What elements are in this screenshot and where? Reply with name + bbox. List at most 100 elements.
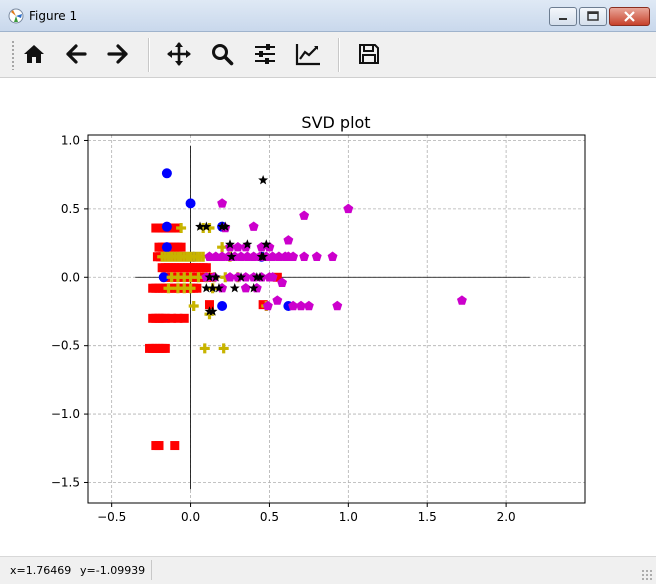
x-axis-ticks: −0.5 0.0 0.5 1.0 1.5 2.0 bbox=[97, 503, 516, 524]
magenta-pentagon-point bbox=[273, 251, 284, 261]
yellow-plus-point bbox=[217, 242, 228, 253]
line-chart-icon bbox=[295, 44, 320, 66]
magenta-pentagon-point bbox=[303, 300, 314, 311]
black-star-point bbox=[207, 306, 218, 316]
yellow-plus-point bbox=[185, 283, 196, 294]
resize-grip[interactable] bbox=[641, 569, 653, 581]
arrow-right-icon bbox=[107, 44, 128, 64]
red-square-point bbox=[170, 441, 180, 451]
magenta-pentagon-point bbox=[267, 251, 278, 261]
magenta-pentagon-point bbox=[272, 295, 283, 305]
black-star-point bbox=[207, 283, 218, 293]
close-icon bbox=[624, 11, 635, 22]
home-icon bbox=[24, 45, 44, 63]
magenta-pentagon-point bbox=[456, 295, 467, 305]
black-star-point bbox=[214, 283, 224, 293]
magenta-pentagon-point bbox=[311, 251, 322, 261]
black-star-point bbox=[229, 283, 240, 293]
black-star-point bbox=[204, 272, 215, 282]
y-tick-label: −1.0 bbox=[51, 407, 80, 421]
red-square-point bbox=[167, 313, 177, 323]
magenta-pentagon-point bbox=[299, 210, 310, 220]
red-square-point bbox=[173, 313, 183, 323]
cursor-y-readout: y=-1.09939 bbox=[80, 564, 146, 577]
yellow-plus-point bbox=[163, 283, 174, 294]
magenta-pentagon-point bbox=[225, 272, 235, 282]
magenta-pentagon-point bbox=[240, 283, 251, 293]
black-star-point bbox=[255, 272, 265, 282]
maximize-icon bbox=[587, 11, 599, 21]
zoom-button[interactable] bbox=[206, 38, 238, 70]
minimize-icon bbox=[559, 18, 567, 20]
magenta-pentagon-point bbox=[210, 251, 221, 261]
status-separator bbox=[151, 560, 152, 580]
red-square-point bbox=[201, 263, 211, 273]
maximize-button[interactable] bbox=[579, 7, 607, 26]
magenta-pentagon-point bbox=[299, 251, 310, 261]
black-star-point bbox=[242, 239, 253, 249]
black-star-point bbox=[248, 283, 259, 293]
magenta-pentagon-point bbox=[204, 251, 215, 261]
matplotlib-logo-icon bbox=[8, 8, 24, 24]
axes-frame bbox=[87, 134, 586, 504]
black-star-point bbox=[258, 251, 269, 261]
magenta-pentagon-point bbox=[262, 300, 273, 311]
magenta-pentagon-point bbox=[217, 251, 228, 261]
magenta-pentagon-point bbox=[242, 251, 253, 261]
home-button[interactable] bbox=[18, 38, 50, 70]
black-star-point bbox=[236, 272, 246, 282]
yellow-plus-point bbox=[176, 223, 187, 234]
svd-scatter-plot[interactable]: −0.5 0.0 0.5 1.0 1.5 2.0 −1.5 −1.0 −0.5 0.0 0.5 1.… bbox=[8, 78, 649, 556]
figure-background bbox=[8, 78, 649, 556]
black-star-point bbox=[226, 251, 237, 261]
toolbar-separator bbox=[148, 38, 150, 72]
sliders-icon bbox=[255, 44, 275, 64]
y-tick-label: 0.0 bbox=[61, 270, 80, 284]
red-square-point bbox=[154, 441, 164, 451]
x-tick-label: 1.0 bbox=[339, 510, 358, 524]
edit-axis-button[interactable] bbox=[292, 38, 324, 70]
title-bar: Figure 1 bbox=[0, 0, 656, 32]
toolbar-separator bbox=[338, 38, 340, 72]
subplots-button[interactable] bbox=[249, 38, 281, 70]
magenta-pentagon-point bbox=[267, 272, 278, 282]
cursor-x-readout: x=1.76469 bbox=[10, 564, 72, 577]
magenta-pentagon-point bbox=[236, 251, 246, 261]
red-square-point bbox=[272, 272, 282, 282]
black-star-point bbox=[201, 221, 212, 231]
yellow-plus-point bbox=[199, 343, 210, 354]
magenta-pentagon-point bbox=[288, 300, 299, 311]
magenta-pentagon-point bbox=[288, 251, 299, 261]
close-button[interactable] bbox=[609, 7, 650, 26]
forward-button[interactable] bbox=[102, 38, 134, 70]
magenta-pentagon-point bbox=[283, 235, 294, 245]
red-square-point bbox=[160, 343, 170, 353]
blue-circle-point bbox=[161, 242, 172, 253]
x-tick-label: 1.5 bbox=[418, 510, 437, 524]
magenta-pentagon-point bbox=[232, 241, 243, 252]
window-title: Figure 1 bbox=[29, 9, 78, 23]
y-tick-label: 0.5 bbox=[61, 202, 80, 216]
back-button[interactable] bbox=[60, 38, 92, 70]
figure-canvas[interactable]: −0.5 0.0 0.5 1.0 1.5 2.0 −1.5 −1.0 −0.5 0.0 0.5 1.… bbox=[8, 78, 649, 556]
blue-circle-point bbox=[185, 198, 196, 209]
x-tick-label: 2.0 bbox=[497, 510, 516, 524]
yellow-plus-point bbox=[218, 343, 229, 354]
pan-button[interactable] bbox=[163, 38, 195, 70]
minimize-button[interactable] bbox=[549, 7, 577, 26]
red-square-point bbox=[179, 313, 189, 323]
magenta-pentagon-point bbox=[332, 300, 343, 311]
black-star-point bbox=[225, 239, 235, 249]
magenta-pentagon-point bbox=[217, 198, 228, 208]
save-button[interactable] bbox=[353, 38, 385, 70]
magenta-pentagon-point bbox=[248, 251, 259, 261]
magenta-pentagon-point bbox=[277, 277, 288, 287]
status-bar: x=1.76469 y=-1.09939 bbox=[0, 556, 656, 584]
arrow-left-icon bbox=[66, 44, 87, 64]
toolbar-grip[interactable] bbox=[11, 40, 15, 70]
black-star-point bbox=[220, 221, 231, 231]
black-star-point bbox=[195, 221, 205, 231]
red-square-point bbox=[176, 242, 186, 252]
black-star-point bbox=[201, 283, 212, 293]
y-axis-ticks: −1.5 −1.0 −0.5 0.0 0.5 1.0 bbox=[51, 133, 88, 489]
